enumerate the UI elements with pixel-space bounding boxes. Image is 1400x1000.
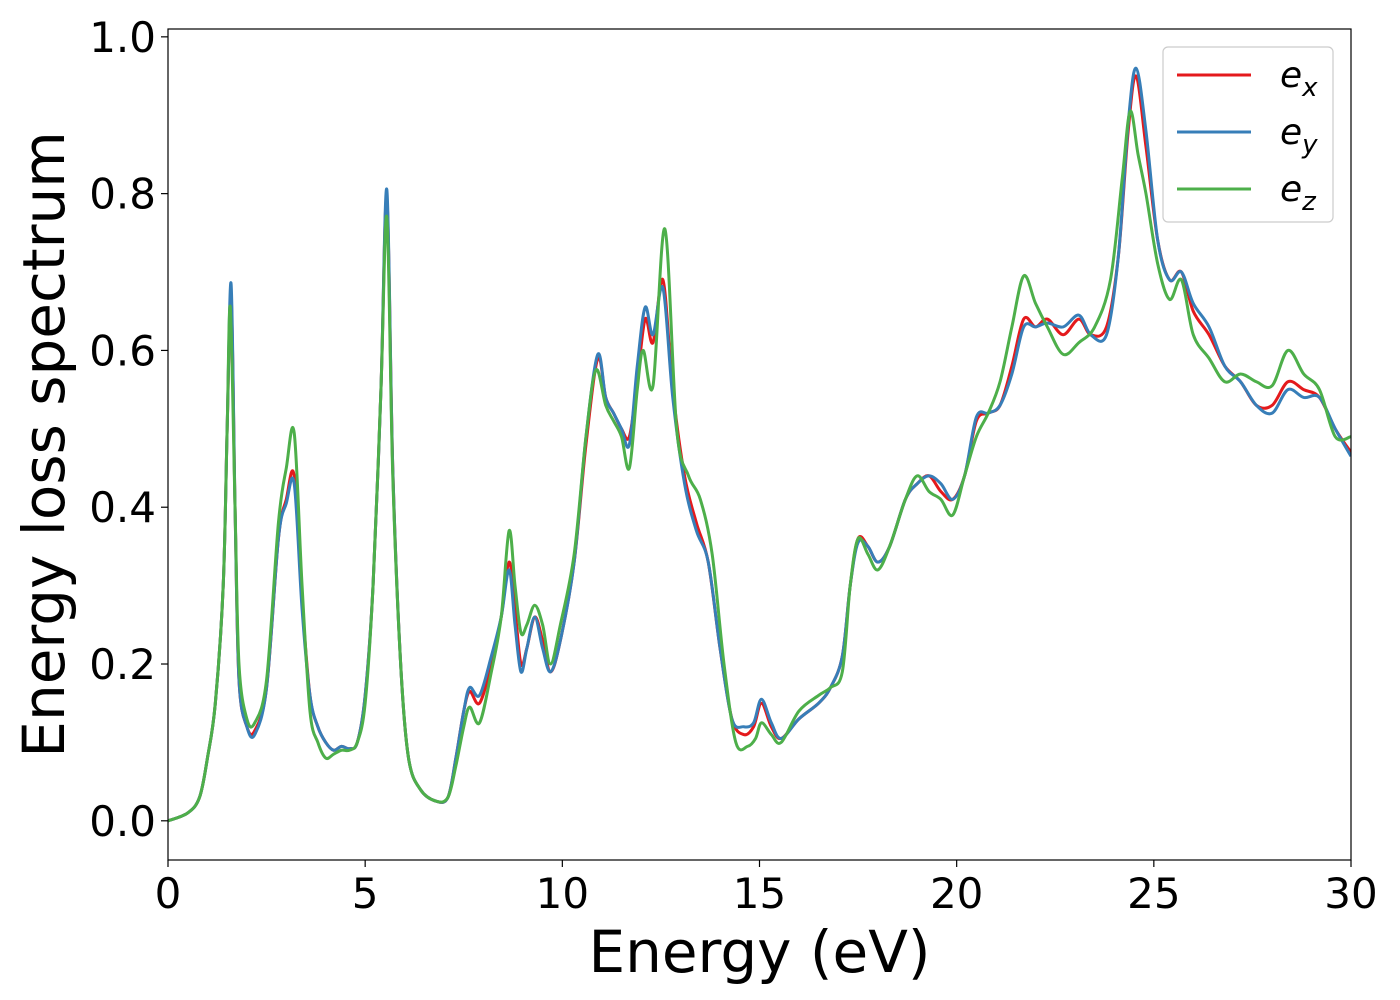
x-tick-label: 15 xyxy=(733,869,786,918)
x-tick-label: 20 xyxy=(930,869,983,918)
x-tick-label: 0 xyxy=(155,869,182,918)
x-axis-label: Energy (eV) xyxy=(588,918,930,986)
series-line-z xyxy=(168,109,1351,823)
y-tick-label: 0.2 xyxy=(89,640,156,689)
y-axis: 0.0 0.2 0.4 0.6 0.8 1.0 xyxy=(89,13,168,846)
legend-label: ez xyxy=(1280,169,1317,217)
legend-entry-x: ex xyxy=(1177,55,1318,103)
y-tick-label: 0.6 xyxy=(89,326,156,375)
legend-entry-z: ez xyxy=(1177,169,1317,217)
y-tick-label: 0.8 xyxy=(89,170,156,219)
legend-label: ey xyxy=(1280,112,1318,160)
y-axis-label: Energy loss spectrum xyxy=(10,131,78,757)
y-tick-label: 0.0 xyxy=(89,797,156,846)
legend: ex ey ez xyxy=(1162,46,1334,223)
x-tick-label: 30 xyxy=(1324,869,1377,918)
legend-entry-y: ey xyxy=(1177,112,1318,160)
x-tick-label: 25 xyxy=(1127,869,1180,918)
series-layer xyxy=(168,66,1351,823)
x-tick-label: 10 xyxy=(536,869,589,918)
x-tick-label: 5 xyxy=(352,869,379,918)
legend-box xyxy=(1162,46,1334,223)
y-tick-label: 1.0 xyxy=(89,13,156,62)
y-tick-label: 0.4 xyxy=(89,483,156,532)
legend-label: ex xyxy=(1280,55,1318,103)
x-axis: 0 5 10 15 20 25 30 xyxy=(155,860,1378,918)
